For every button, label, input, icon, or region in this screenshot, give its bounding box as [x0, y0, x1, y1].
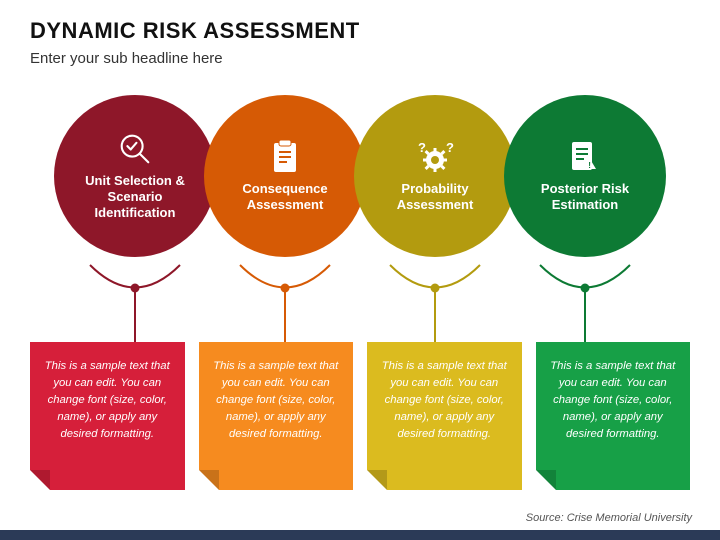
cards-row: This is a sample text that you can edit.…: [30, 342, 690, 490]
connector: [230, 255, 340, 315]
step-label: Posterior Risk Estimation: [516, 181, 654, 214]
card-text: This is a sample text that you can edit.…: [550, 360, 675, 440]
page-subtitle: Enter your sub headline here: [30, 50, 690, 67]
step-label: Probability Assessment: [366, 181, 504, 214]
svg-text:!: !: [588, 161, 591, 170]
footer-bar: [0, 530, 720, 540]
header: DYNAMIC RISK ASSESSMENT Enter your sub h…: [0, 0, 720, 75]
connector: [530, 255, 640, 315]
source-text: Source: Crise Memorial University: [0, 512, 720, 530]
gear-question-icon: ??: [414, 139, 456, 175]
step-card: This is a sample text that you can edit.…: [367, 342, 522, 490]
svg-text:?: ?: [446, 140, 454, 155]
step-circle: Consequence Assessment: [204, 95, 366, 257]
connector: [380, 255, 490, 315]
step-circle: Unit Selection & Scenario Identification: [54, 95, 216, 257]
card-text: This is a sample text that you can edit.…: [213, 360, 338, 440]
magnifier-check-icon: [116, 131, 154, 167]
card-text: This is a sample text that you can edit.…: [45, 360, 170, 440]
report-alert-icon: !: [566, 139, 604, 175]
step-label: Consequence Assessment: [216, 181, 354, 214]
step-card: This is a sample text that you can edit.…: [30, 342, 185, 490]
step-card: This is a sample text that you can edit.…: [536, 342, 691, 490]
card-text: This is a sample text that you can edit.…: [382, 360, 507, 440]
step-circle: ! Posterior Risk Estimation: [504, 95, 666, 257]
page-title: DYNAMIC RISK ASSESSMENT: [30, 18, 690, 44]
connector: [80, 255, 190, 315]
step-card: This is a sample text that you can edit.…: [199, 342, 354, 490]
svg-text:?: ?: [418, 140, 426, 155]
step-label: Unit Selection & Scenario Identification: [66, 173, 204, 222]
step-circle: ?? Probability Assessment: [354, 95, 516, 257]
clipboard-icon: [268, 139, 302, 175]
footer: Source: Crise Memorial University: [0, 512, 720, 540]
